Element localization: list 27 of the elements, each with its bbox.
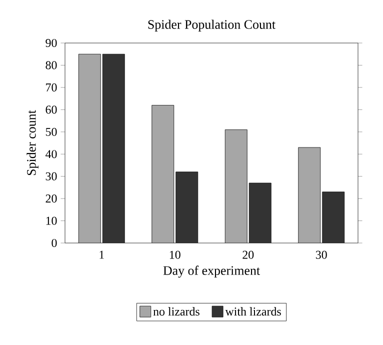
bar xyxy=(322,192,345,243)
y-tick-label: 40 xyxy=(46,150,57,158)
x-axis-title: Day of experiment xyxy=(163,266,260,278)
y-tick-label: 30 xyxy=(46,172,57,180)
bar xyxy=(176,172,198,243)
bar xyxy=(78,54,101,243)
bar xyxy=(224,129,248,243)
y-tick-label: 0 xyxy=(52,238,57,248)
y-tick-label: 20 xyxy=(46,194,57,203)
bar xyxy=(248,182,272,243)
bar xyxy=(298,147,321,243)
y-tick-label: 70 xyxy=(46,83,57,92)
x-tick-label: 20 xyxy=(242,250,254,259)
y-tick-label: 60 xyxy=(46,106,57,114)
x-tick-label: 10 xyxy=(170,250,180,259)
bar xyxy=(152,105,174,243)
x-tick-label: 1 xyxy=(100,250,104,259)
x-tick-label: 30 xyxy=(316,250,327,259)
y-axis-title: Spider count xyxy=(26,110,38,176)
y-tick-label: 80 xyxy=(46,61,57,70)
legend-label: no lizards xyxy=(153,307,200,316)
y-tick-label: 50 xyxy=(46,128,57,136)
legend-label: with lizards xyxy=(225,307,281,316)
bar xyxy=(102,54,125,243)
y-tick-label: 90 xyxy=(46,38,57,48)
chart-title: Spider Population Count xyxy=(148,20,276,32)
y-tick-label: 10 xyxy=(46,216,57,225)
